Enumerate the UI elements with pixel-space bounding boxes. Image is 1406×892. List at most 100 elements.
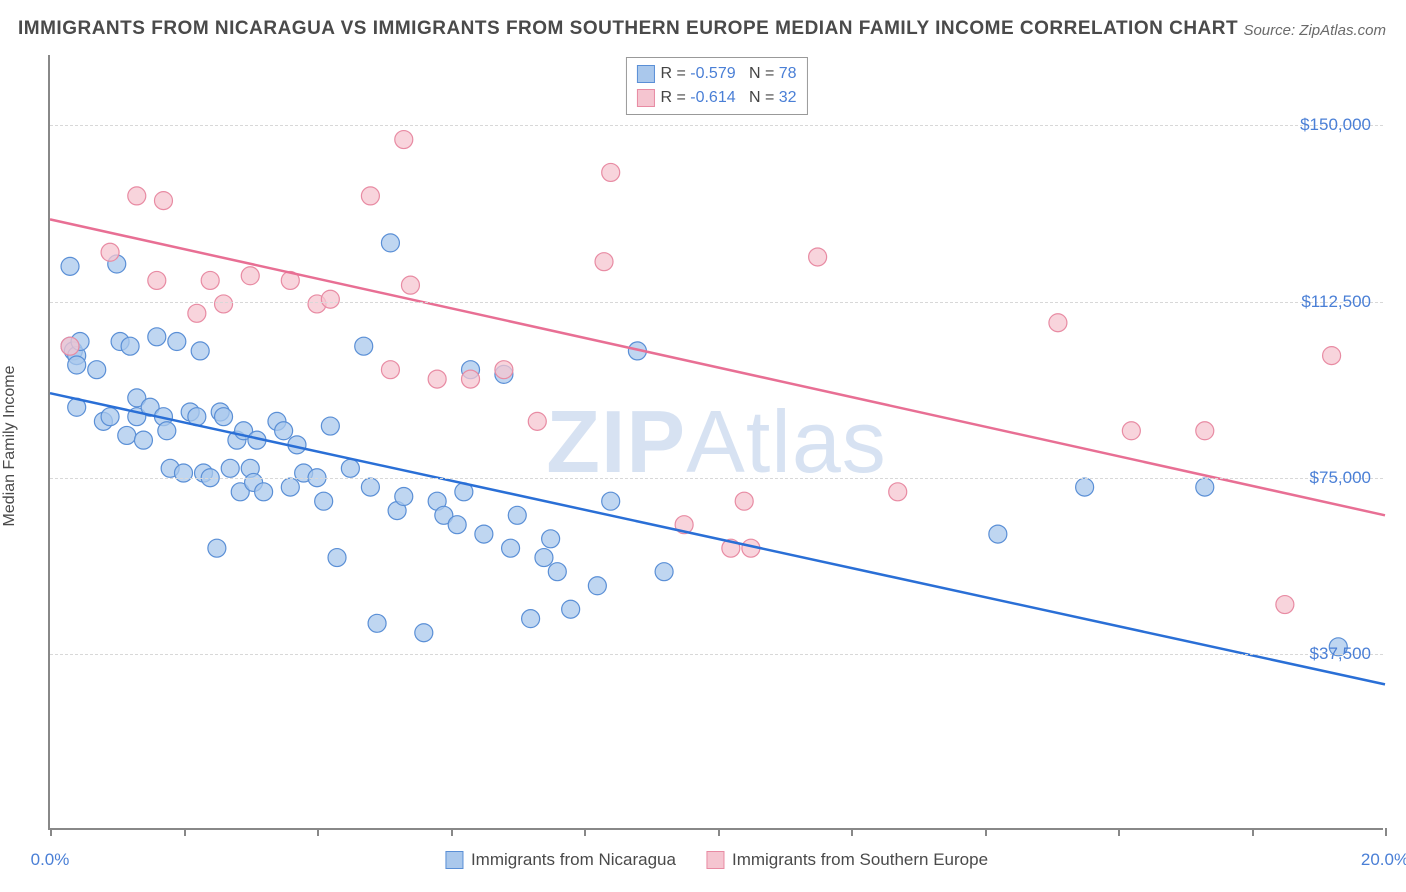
y-tick-label: $150,000 bbox=[1300, 115, 1371, 135]
scatter-point bbox=[88, 361, 106, 379]
legend-series-item: Immigrants from Southern Europe bbox=[706, 850, 988, 870]
scatter-point bbox=[118, 426, 136, 444]
chart-plot-area: ZIPAtlas R = -0.579 N = 78R = -0.614 N =… bbox=[48, 55, 1383, 830]
scatter-point bbox=[321, 417, 339, 435]
scatter-point bbox=[809, 248, 827, 266]
scatter-point bbox=[241, 267, 259, 285]
legend-correlation-box: R = -0.579 N = 78R = -0.614 N = 32 bbox=[625, 57, 807, 115]
y-tick-label: $37,500 bbox=[1310, 644, 1371, 664]
legend-swatch bbox=[706, 851, 724, 869]
scatter-point bbox=[68, 356, 86, 374]
scatter-point bbox=[148, 271, 166, 289]
scatter-point bbox=[475, 525, 493, 543]
scatter-point bbox=[361, 478, 379, 496]
scatter-point bbox=[395, 488, 413, 506]
x-tick bbox=[317, 828, 319, 836]
scatter-point bbox=[215, 295, 233, 313]
legend-correlation-text: R = -0.579 N = 78 bbox=[660, 62, 796, 86]
scatter-point bbox=[134, 431, 152, 449]
legend-series-label: Immigrants from Southern Europe bbox=[732, 850, 988, 870]
scatter-point bbox=[101, 243, 119, 261]
scatter-point bbox=[191, 342, 209, 360]
scatter-point bbox=[602, 492, 620, 510]
scatter-point bbox=[128, 187, 146, 205]
scatter-point bbox=[201, 271, 219, 289]
gridline-h bbox=[50, 302, 1383, 303]
scatter-point bbox=[535, 549, 553, 567]
x-tick bbox=[851, 828, 853, 836]
scatter-point bbox=[1122, 422, 1140, 440]
scatter-point bbox=[381, 361, 399, 379]
x-tick bbox=[1118, 828, 1120, 836]
gridline-h bbox=[50, 478, 1383, 479]
scatter-point bbox=[415, 624, 433, 642]
y-tick-label: $75,000 bbox=[1310, 468, 1371, 488]
legend-correlation-text: R = -0.614 N = 32 bbox=[660, 86, 796, 110]
scatter-point bbox=[208, 539, 226, 557]
scatter-point bbox=[528, 412, 546, 430]
scatter-plot-svg bbox=[50, 55, 1383, 828]
scatter-point bbox=[401, 276, 419, 294]
scatter-point bbox=[275, 422, 293, 440]
legend-swatch bbox=[636, 89, 654, 107]
scatter-point bbox=[355, 337, 373, 355]
scatter-point bbox=[101, 408, 119, 426]
gridline-h bbox=[50, 125, 1383, 126]
y-tick-label: $112,500 bbox=[1301, 292, 1371, 312]
scatter-point bbox=[428, 370, 446, 388]
chart-title: IMMIGRANTS FROM NICARAGUA VS IMMIGRANTS … bbox=[18, 18, 1238, 40]
scatter-point bbox=[1323, 347, 1341, 365]
scatter-point bbox=[381, 234, 399, 252]
scatter-point bbox=[315, 492, 333, 510]
scatter-point bbox=[341, 459, 359, 477]
scatter-point bbox=[1076, 478, 1094, 496]
scatter-point bbox=[522, 610, 540, 628]
scatter-point bbox=[154, 192, 172, 210]
gridline-h bbox=[50, 654, 1383, 655]
scatter-point bbox=[562, 600, 580, 618]
x-tick-label-min: 0.0% bbox=[31, 850, 70, 870]
legend-swatch bbox=[636, 65, 654, 83]
y-axis-label: Median Family Income bbox=[1, 366, 19, 527]
scatter-point bbox=[495, 361, 513, 379]
scatter-point bbox=[542, 530, 560, 548]
scatter-point bbox=[1196, 422, 1214, 440]
legend-series: Immigrants from Nicaragua Immigrants from… bbox=[445, 850, 988, 870]
legend-correlation-row: R = -0.579 N = 78 bbox=[636, 62, 796, 86]
scatter-point bbox=[1049, 314, 1067, 332]
x-tick-label-max: 20.0% bbox=[1361, 850, 1406, 870]
scatter-point bbox=[368, 614, 386, 632]
scatter-point bbox=[321, 290, 339, 308]
x-tick bbox=[451, 828, 453, 836]
scatter-point bbox=[448, 516, 466, 534]
scatter-point bbox=[502, 539, 520, 557]
scatter-point bbox=[255, 483, 273, 501]
scatter-point bbox=[61, 337, 79, 355]
scatter-point bbox=[281, 478, 299, 496]
scatter-point bbox=[361, 187, 379, 205]
scatter-point bbox=[1196, 478, 1214, 496]
scatter-point bbox=[175, 464, 193, 482]
scatter-point bbox=[462, 370, 480, 388]
scatter-point bbox=[121, 337, 139, 355]
x-tick bbox=[50, 828, 52, 836]
scatter-point bbox=[221, 459, 239, 477]
legend-series-label: Immigrants from Nicaragua bbox=[471, 850, 676, 870]
x-tick bbox=[985, 828, 987, 836]
x-tick bbox=[184, 828, 186, 836]
scatter-point bbox=[168, 333, 186, 351]
regression-line bbox=[50, 393, 1385, 684]
scatter-point bbox=[602, 163, 620, 181]
scatter-point bbox=[148, 328, 166, 346]
x-tick bbox=[718, 828, 720, 836]
legend-swatch bbox=[445, 851, 463, 869]
legend-series-item: Immigrants from Nicaragua bbox=[445, 850, 676, 870]
legend-correlation-row: R = -0.614 N = 32 bbox=[636, 86, 796, 110]
scatter-point bbox=[328, 549, 346, 567]
scatter-point bbox=[655, 563, 673, 581]
x-tick bbox=[1252, 828, 1254, 836]
scatter-point bbox=[595, 253, 613, 271]
scatter-point bbox=[1276, 596, 1294, 614]
scatter-point bbox=[588, 577, 606, 595]
scatter-point bbox=[548, 563, 566, 581]
